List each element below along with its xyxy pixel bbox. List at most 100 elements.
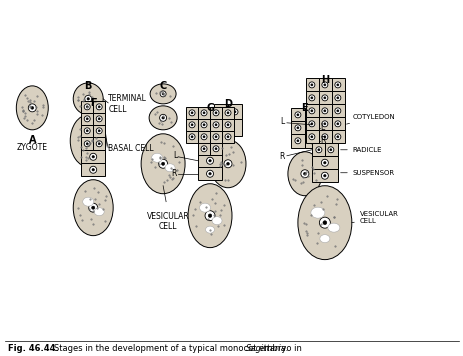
Circle shape (334, 134, 340, 140)
Bar (331, 130, 344, 143)
Bar (81, 150, 105, 163)
Circle shape (96, 116, 102, 122)
Bar (331, 91, 344, 104)
Ellipse shape (212, 217, 221, 225)
Circle shape (214, 124, 217, 126)
Circle shape (321, 172, 328, 179)
Circle shape (86, 143, 88, 145)
Circle shape (310, 136, 312, 138)
Circle shape (208, 214, 211, 218)
Circle shape (296, 140, 298, 142)
Circle shape (321, 159, 328, 166)
Bar (210, 119, 221, 131)
Circle shape (98, 130, 100, 132)
Ellipse shape (82, 197, 94, 206)
Circle shape (159, 114, 166, 121)
Circle shape (310, 84, 312, 86)
Ellipse shape (288, 152, 321, 196)
Bar (311, 169, 337, 182)
Text: VESICULAR
CELL: VESICULAR CELL (146, 212, 189, 231)
Text: TERMINAL
CELL: TERMINAL CELL (108, 94, 147, 114)
Bar (290, 134, 304, 148)
Circle shape (321, 95, 327, 101)
Bar (221, 119, 233, 131)
Circle shape (162, 93, 164, 95)
Text: E: E (301, 103, 307, 113)
Ellipse shape (73, 83, 103, 115)
Ellipse shape (150, 84, 175, 104)
Bar (304, 134, 318, 148)
Circle shape (213, 146, 219, 152)
Circle shape (323, 123, 325, 125)
Circle shape (202, 148, 205, 150)
Circle shape (160, 91, 166, 97)
Circle shape (96, 141, 102, 147)
Circle shape (214, 148, 217, 150)
Ellipse shape (94, 208, 104, 216)
Circle shape (200, 146, 206, 152)
Circle shape (315, 147, 321, 153)
Bar (210, 143, 221, 155)
Circle shape (208, 159, 211, 162)
Circle shape (225, 110, 231, 116)
Circle shape (226, 127, 229, 129)
Circle shape (303, 172, 306, 175)
Circle shape (98, 118, 100, 120)
Bar (290, 108, 304, 121)
Circle shape (85, 95, 92, 102)
Bar (290, 121, 304, 134)
Circle shape (310, 110, 312, 112)
Circle shape (214, 112, 217, 114)
Circle shape (296, 114, 298, 116)
Bar (198, 107, 210, 119)
Circle shape (92, 156, 94, 158)
Circle shape (336, 84, 338, 86)
Circle shape (323, 97, 325, 99)
Circle shape (89, 153, 96, 160)
Ellipse shape (73, 180, 113, 236)
Circle shape (191, 136, 193, 138)
Circle shape (308, 95, 314, 101)
Bar (305, 130, 318, 143)
Circle shape (200, 134, 206, 140)
Text: R: R (319, 136, 325, 145)
Text: F: F (90, 98, 96, 108)
Text: R: R (279, 152, 284, 161)
Circle shape (188, 110, 194, 116)
Bar (81, 101, 93, 113)
Text: R: R (171, 169, 177, 178)
Circle shape (98, 143, 100, 145)
Ellipse shape (151, 153, 162, 162)
Circle shape (336, 97, 338, 99)
Ellipse shape (141, 134, 185, 194)
Ellipse shape (327, 223, 339, 232)
Ellipse shape (188, 184, 232, 248)
Text: L: L (280, 117, 284, 126)
Text: C: C (159, 81, 166, 91)
Circle shape (219, 111, 222, 113)
Circle shape (321, 82, 327, 88)
Circle shape (310, 97, 312, 99)
Text: H: H (320, 75, 328, 85)
Circle shape (202, 112, 205, 114)
Bar (311, 156, 337, 169)
Circle shape (308, 134, 314, 140)
Text: COTYLEDON: COTYLEDON (346, 114, 395, 124)
Circle shape (308, 108, 314, 114)
Circle shape (310, 114, 312, 116)
Circle shape (84, 128, 90, 134)
Bar (305, 117, 318, 130)
Ellipse shape (319, 235, 329, 243)
Text: L: L (319, 123, 324, 132)
Bar (93, 125, 105, 137)
Circle shape (310, 123, 312, 125)
Circle shape (161, 162, 164, 165)
Bar (221, 131, 233, 143)
Circle shape (96, 128, 102, 134)
Circle shape (323, 110, 325, 112)
Circle shape (84, 104, 90, 110)
Circle shape (96, 104, 102, 110)
Bar (186, 119, 198, 131)
Circle shape (191, 124, 193, 126)
Bar (81, 113, 93, 125)
